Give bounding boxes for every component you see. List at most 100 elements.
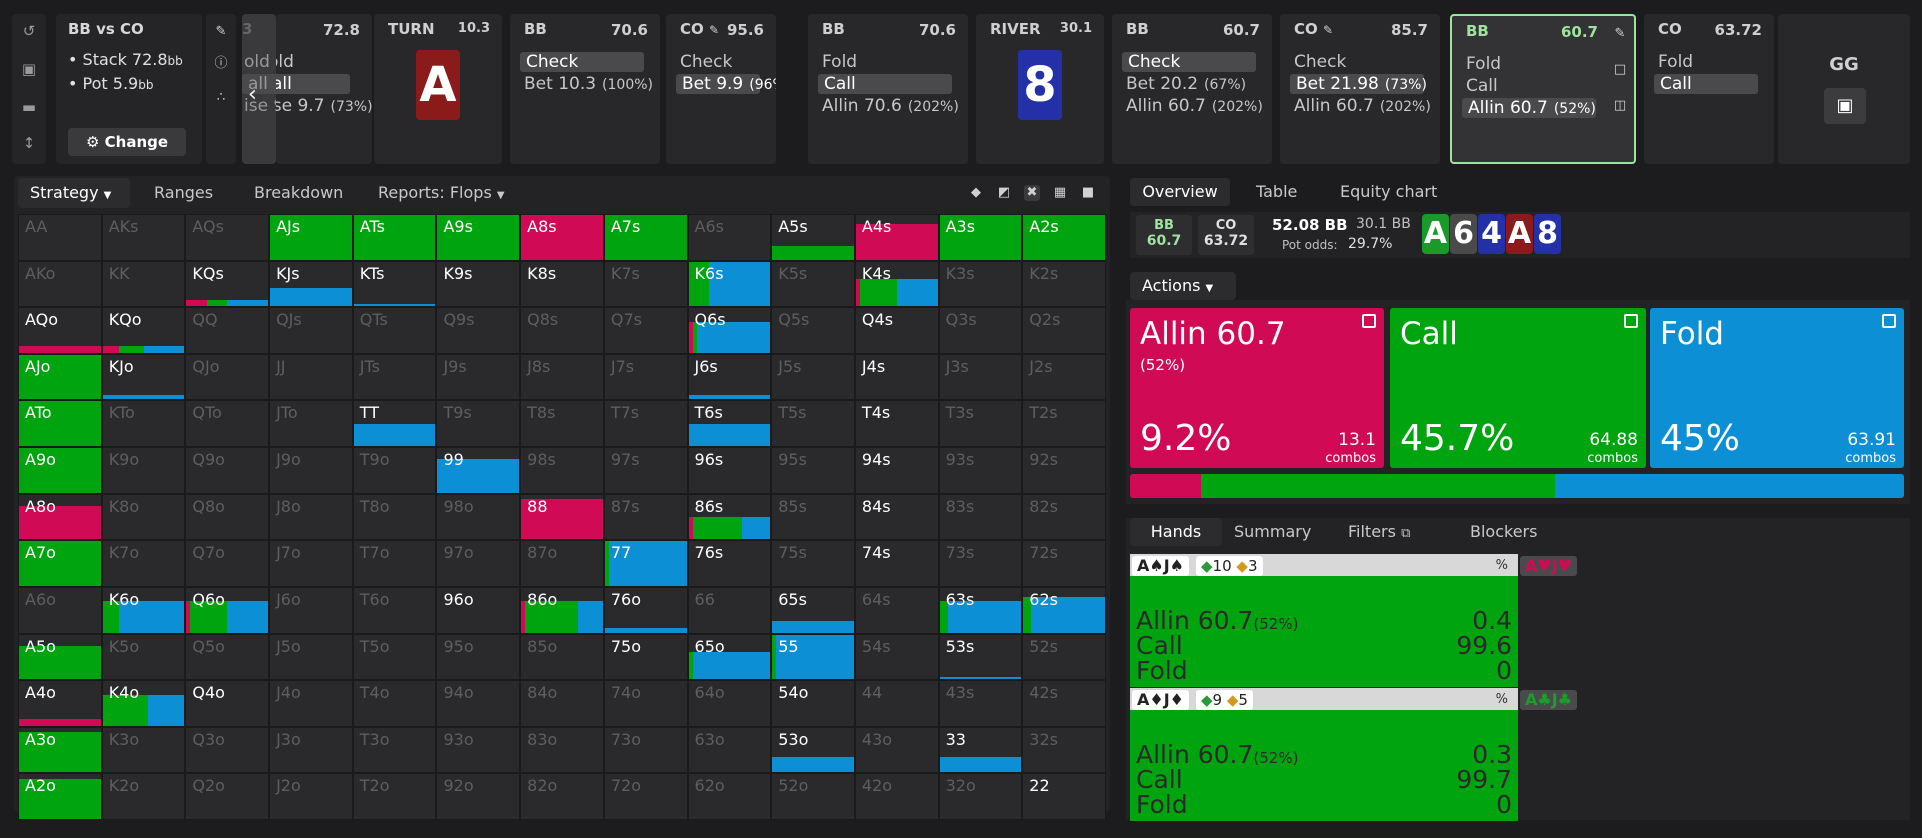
compare-icon[interactable]: ◫ — [1613, 98, 1627, 113]
hand-cell[interactable]: K9o — [101, 447, 186, 494]
hand-cell[interactable]: K4o — [101, 680, 186, 727]
hand-cell[interactable]: KQs — [185, 260, 270, 308]
hand-cell[interactable]: Q2o — [185, 773, 270, 820]
hand-cell[interactable]: 32o — [938, 773, 1023, 820]
hand-cell[interactable]: T4o — [352, 680, 437, 727]
hand-cell[interactable]: QJo — [185, 353, 270, 401]
hand-cell[interactable]: AJs — [269, 214, 353, 261]
hand-cell[interactable]: J7o — [269, 540, 353, 587]
hand-cell[interactable]: A7o — [18, 540, 102, 587]
hand-cell[interactable]: J6s — [687, 353, 772, 401]
pencil-icon[interactable]: ✎ — [215, 24, 227, 39]
hand-cell[interactable]: Q7o — [185, 540, 270, 587]
hand-cell[interactable]: 72o — [603, 773, 688, 820]
shrink-icon[interactable]: ✖ — [1024, 185, 1040, 201]
action-option[interactable]: Allin 70.6 (202%) — [820, 96, 959, 116]
hand-cell[interactable]: 43s — [938, 680, 1023, 727]
action-option[interactable]: Call — [1464, 76, 1598, 96]
hand-cell[interactable]: KTs — [352, 260, 437, 308]
hand-cell[interactable]: 97o — [436, 540, 521, 587]
hand-cell[interactable]: T9o — [352, 447, 437, 494]
hand-cell[interactable]: A8o — [18, 493, 102, 541]
next-hand-combo[interactable]: A♥J♥ — [1520, 556, 1578, 576]
hand-cell[interactable]: A2s — [1022, 214, 1106, 261]
hand-cell[interactable]: Q8s — [520, 307, 604, 354]
hand-cell[interactable]: T2o — [352, 773, 437, 820]
action-box-allin[interactable]: Allin 60.7 (52%) 9.2% 13.1 combos — [1130, 308, 1384, 468]
hand-cell[interactable]: 52s — [1022, 633, 1106, 681]
hand-cell[interactable]: T7s — [603, 400, 688, 448]
hand-cell[interactable]: 64s — [854, 586, 939, 634]
action-node-bb-6[interactable]: BB 60.7 Check Bet 20.2 (67%) Allin 60.7 (202%) — [1112, 14, 1272, 164]
hand-cell[interactable]: J2s — [1022, 353, 1106, 401]
action-option[interactable]: Bet 21.98 (73%) — [1290, 74, 1427, 94]
details-icon[interactable] — [1362, 314, 1376, 328]
hand-cell[interactable]: A3o — [18, 726, 102, 774]
hand-cell[interactable]: T2s — [1022, 400, 1106, 448]
action-option[interactable]: Allin 60.7 (202%) — [1124, 96, 1263, 116]
hand-cell[interactable]: A6o — [18, 586, 102, 634]
hand-cell[interactable]: A7s — [603, 214, 688, 261]
hand-cell[interactable]: 65s — [771, 586, 855, 634]
hand-cell[interactable]: ATo — [18, 400, 102, 448]
hand-cell[interactable]: KK — [101, 260, 186, 308]
hand-cell[interactable]: AKo — [18, 260, 102, 308]
hand-cell[interactable]: 83o — [520, 726, 604, 774]
hand-cell[interactable]: KTo — [101, 400, 186, 448]
hand-cell[interactable]: AKs — [101, 214, 186, 261]
chevron-left-icon[interactable]: ‹ — [248, 82, 257, 107]
hand-cell[interactable]: 97s — [603, 447, 688, 494]
hand-cell[interactable]: T9s — [436, 400, 521, 448]
hand-cell[interactable]: A5o — [18, 633, 102, 681]
hand-cell[interactable]: 72s — [1022, 540, 1106, 587]
action-box-fold[interactable]: Fold 45% 63.91 combos — [1650, 308, 1904, 468]
hand-cell[interactable]: 76s — [687, 540, 772, 587]
action-option[interactable]: Check — [520, 52, 644, 72]
details-icon[interactable] — [1882, 314, 1896, 328]
hand-cell[interactable]: K7s — [603, 260, 688, 308]
hand-cell[interactable]: Q3o — [185, 726, 270, 774]
hand-cell[interactable]: A6s — [687, 214, 772, 261]
hand-row[interactable]: A♦J♦ ◆9 ◆5% Allin 60.7(52%) 0.3 Call 99.7 Fold… — [1130, 688, 1518, 821]
action-option[interactable]: Fold — [1464, 54, 1598, 74]
hand-cell[interactable]: 98o — [436, 493, 521, 541]
hand-cell[interactable]: 94s — [854, 447, 939, 494]
action-option[interactable]: Fold — [820, 52, 954, 72]
hand-cell[interactable]: 65o — [687, 633, 772, 681]
hand-cell[interactable]: 62s — [1022, 586, 1106, 634]
tab-filters[interactable]: Filters ⧉ — [1348, 518, 1410, 546]
tab-ranges[interactable]: Ranges — [154, 183, 214, 202]
hand-cell[interactable]: A4s — [854, 214, 939, 261]
hand-cell[interactable]: 88 — [520, 493, 604, 541]
tab-blockers[interactable]: Blockers — [1470, 522, 1538, 541]
hand-cell[interactable]: 55 — [771, 633, 855, 681]
hand-cell[interactable]: 86o — [520, 586, 604, 634]
hand-cell[interactable]: AQo — [18, 307, 102, 354]
hand-cell[interactable]: T6o — [352, 586, 437, 634]
hand-cell[interactable]: Q7s — [603, 307, 688, 354]
hand-cell[interactable]: A2o — [18, 773, 102, 820]
hand-cell[interactable]: Q4o — [185, 680, 270, 727]
hand-cell[interactable]: Q5s — [771, 307, 855, 354]
hand-cell[interactable]: QJs — [269, 307, 353, 354]
action-option[interactable]: Check — [1122, 52, 1256, 72]
hand-cell[interactable]: 98s — [520, 447, 604, 494]
hand-cell[interactable]: Q8o — [185, 493, 270, 541]
tab-reports[interactable]: Reports: Flops ▼ — [366, 178, 517, 208]
hand-cell[interactable]: J8o — [269, 493, 353, 541]
hand-cell[interactable]: K8o — [101, 493, 186, 541]
hand-cell[interactable]: 93o — [436, 726, 521, 774]
hand-cell[interactable]: 63o — [687, 726, 772, 774]
hand-cell[interactable]: QTo — [185, 400, 270, 448]
hand-cell[interactable]: 92s — [1022, 447, 1106, 494]
hand-cell[interactable]: 95o — [436, 633, 521, 681]
hand-cell[interactable]: KJo — [101, 353, 186, 401]
action-option[interactable]: Check — [1292, 52, 1426, 72]
hand-cell[interactable]: Q9s — [436, 307, 521, 354]
hand-cell[interactable]: K9s — [436, 260, 521, 308]
hand-cell[interactable]: J6o — [269, 586, 353, 634]
action-option[interactable]: Bet 10.3 (100%) — [522, 74, 653, 94]
hand-cell[interactable]: AA — [18, 214, 102, 261]
